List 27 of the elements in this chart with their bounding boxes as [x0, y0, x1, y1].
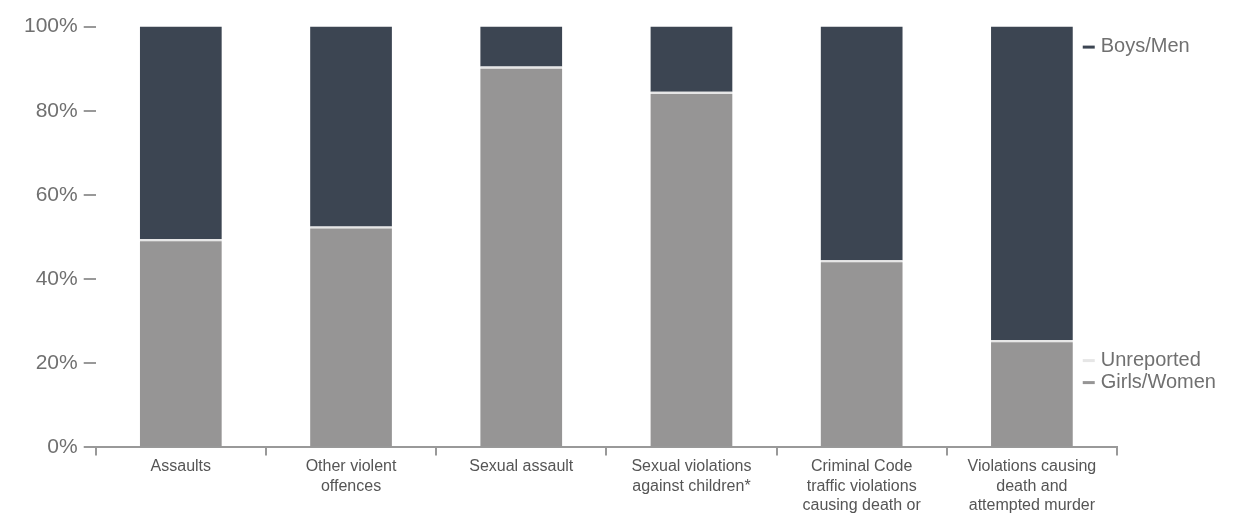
bar	[991, 26, 1073, 341]
bar	[139, 26, 222, 240]
x-tick-label: Violations causing death and attempted murder	[967, 457, 1097, 513]
y-tick-label: 40%	[35, 265, 78, 289]
y-tick-label: 80%	[35, 97, 78, 121]
x-tick-label: Other violent offences	[305, 457, 397, 494]
bar	[820, 26, 903, 261]
bar	[480, 66, 563, 69]
legend-label: Boys/Men	[1100, 34, 1190, 57]
x-tick-label: Sexual violations against children*	[631, 457, 752, 494]
x-tick-label: Criminal Code traffic violations causing death or	[802, 457, 922, 513]
y-tick-label: 0%	[47, 434, 78, 458]
bar	[480, 26, 563, 67]
legend-label: Unreported	[1100, 347, 1201, 370]
x-tick-label: Sexual assault	[469, 457, 574, 475]
legend-label: Girls/Women	[1100, 369, 1216, 392]
y-tick-label: 60%	[35, 181, 78, 205]
bar	[650, 26, 733, 92]
y-tick-label: 100%	[23, 13, 78, 37]
bar	[991, 340, 1073, 343]
y-tick-label: 20%	[35, 350, 78, 374]
bar	[820, 260, 903, 263]
x-tick-label: Assaults	[150, 457, 212, 475]
bar	[310, 226, 392, 229]
bar	[650, 91, 733, 94]
bar	[139, 239, 222, 242]
bar	[310, 26, 392, 227]
